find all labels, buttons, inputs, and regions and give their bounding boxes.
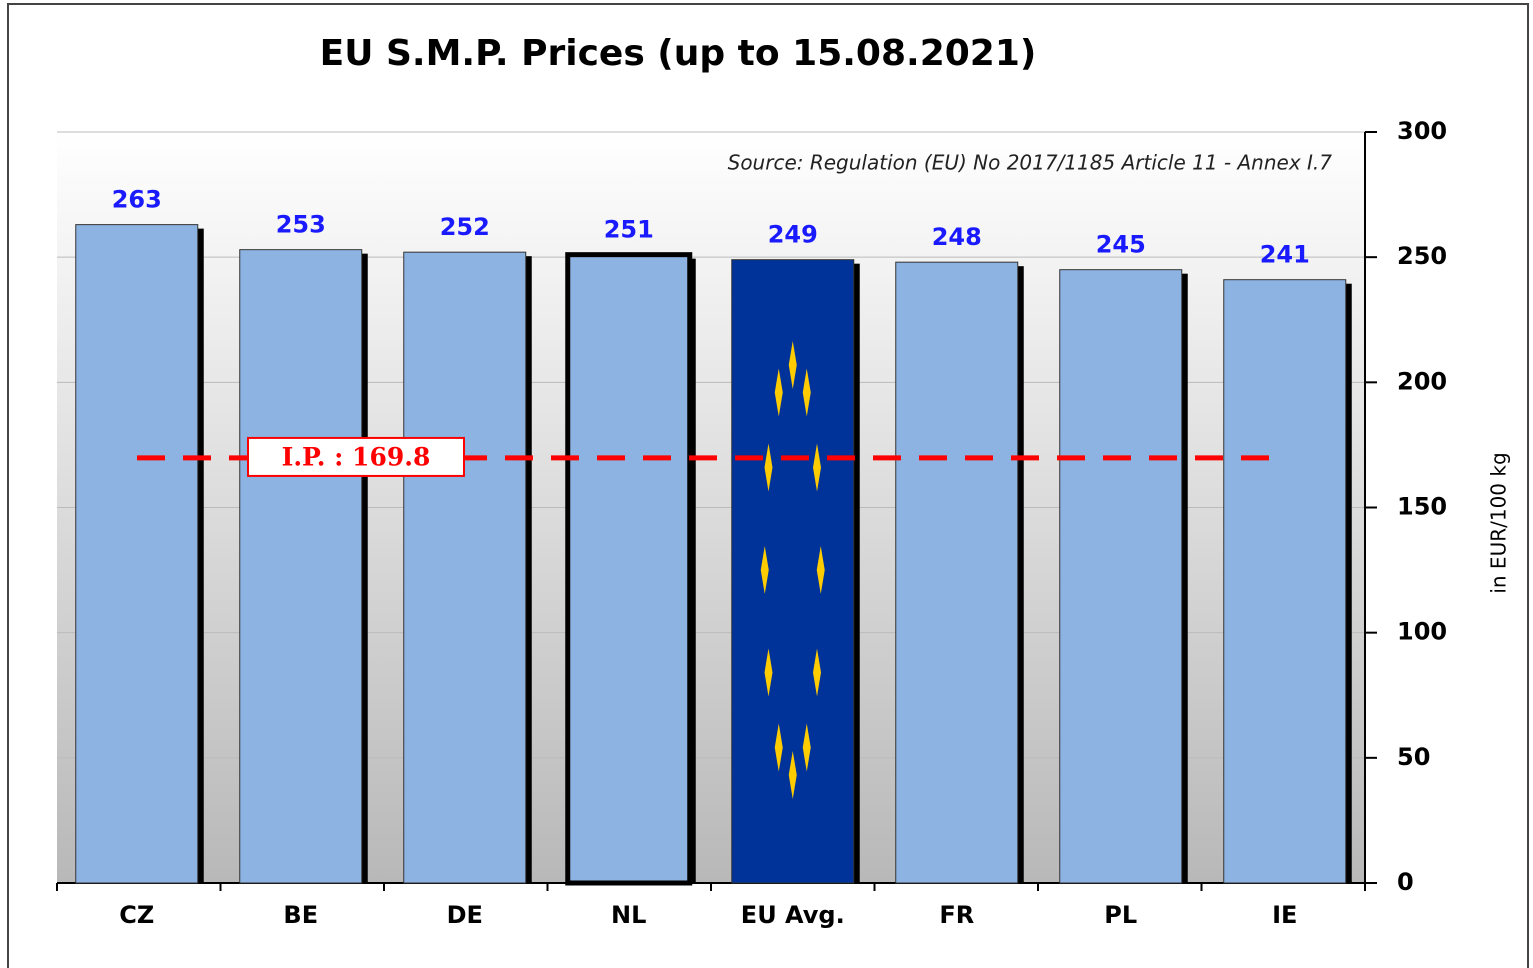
reference-label: I.P. : 169.8	[282, 442, 431, 471]
star-decoration	[774, 723, 783, 772]
star-decoration	[812, 648, 821, 697]
value-label: 245	[1096, 231, 1146, 259]
x-tick-label: EU Avg.	[741, 901, 845, 929]
y-tick-label: 100	[1397, 618, 1447, 646]
star-decoration	[816, 546, 825, 594]
star-decoration	[764, 443, 773, 492]
value-label: 248	[932, 223, 982, 251]
y-tick-label: 300	[1397, 117, 1447, 145]
x-tick-label: FR	[939, 901, 974, 929]
bar	[403, 251, 527, 884]
star-decoration	[788, 341, 797, 389]
value-label: 263	[112, 186, 162, 214]
x-tick-label: DE	[447, 901, 483, 929]
star-decoration	[812, 443, 821, 492]
x-tick-label: BE	[283, 901, 318, 929]
star-decoration	[802, 368, 811, 417]
value-label: 253	[276, 211, 326, 239]
y-tick-label: 200	[1397, 367, 1447, 395]
value-label: 249	[768, 221, 818, 249]
star-decoration	[802, 723, 811, 772]
reference-label-box	[247, 436, 465, 477]
y-tick-label: 0	[1397, 868, 1414, 896]
x-tick-label: IE	[1272, 901, 1297, 929]
bar	[1059, 269, 1183, 884]
x-tick-label: PL	[1104, 901, 1137, 929]
value-label: 241	[1260, 241, 1310, 269]
star-decoration	[788, 751, 797, 799]
y-tick-label: 150	[1397, 493, 1447, 521]
value-label: 252	[440, 213, 490, 241]
bar	[1223, 279, 1347, 884]
chart-title: EU S.M.P. Prices (up to 15.08.2021)	[320, 33, 1037, 74]
y-axis-label: in EUR/100 kg	[1487, 452, 1511, 593]
source-note: Source: Regulation (EU) No 2017/1185 Art…	[728, 151, 1333, 175]
star-decoration	[764, 648, 773, 697]
bar	[239, 249, 363, 884]
y-tick-label: 50	[1397, 743, 1430, 771]
y-tick-label: 250	[1397, 242, 1447, 270]
x-tick-label: NL	[611, 901, 646, 929]
x-tick-label: CZ	[119, 901, 154, 929]
star-decoration	[774, 368, 783, 417]
bar	[75, 224, 199, 884]
star-decoration	[760, 546, 769, 594]
value-label: 251	[604, 216, 654, 244]
bar	[565, 252, 693, 886]
frame	[7, 3, 1529, 968]
bar	[895, 261, 1019, 884]
